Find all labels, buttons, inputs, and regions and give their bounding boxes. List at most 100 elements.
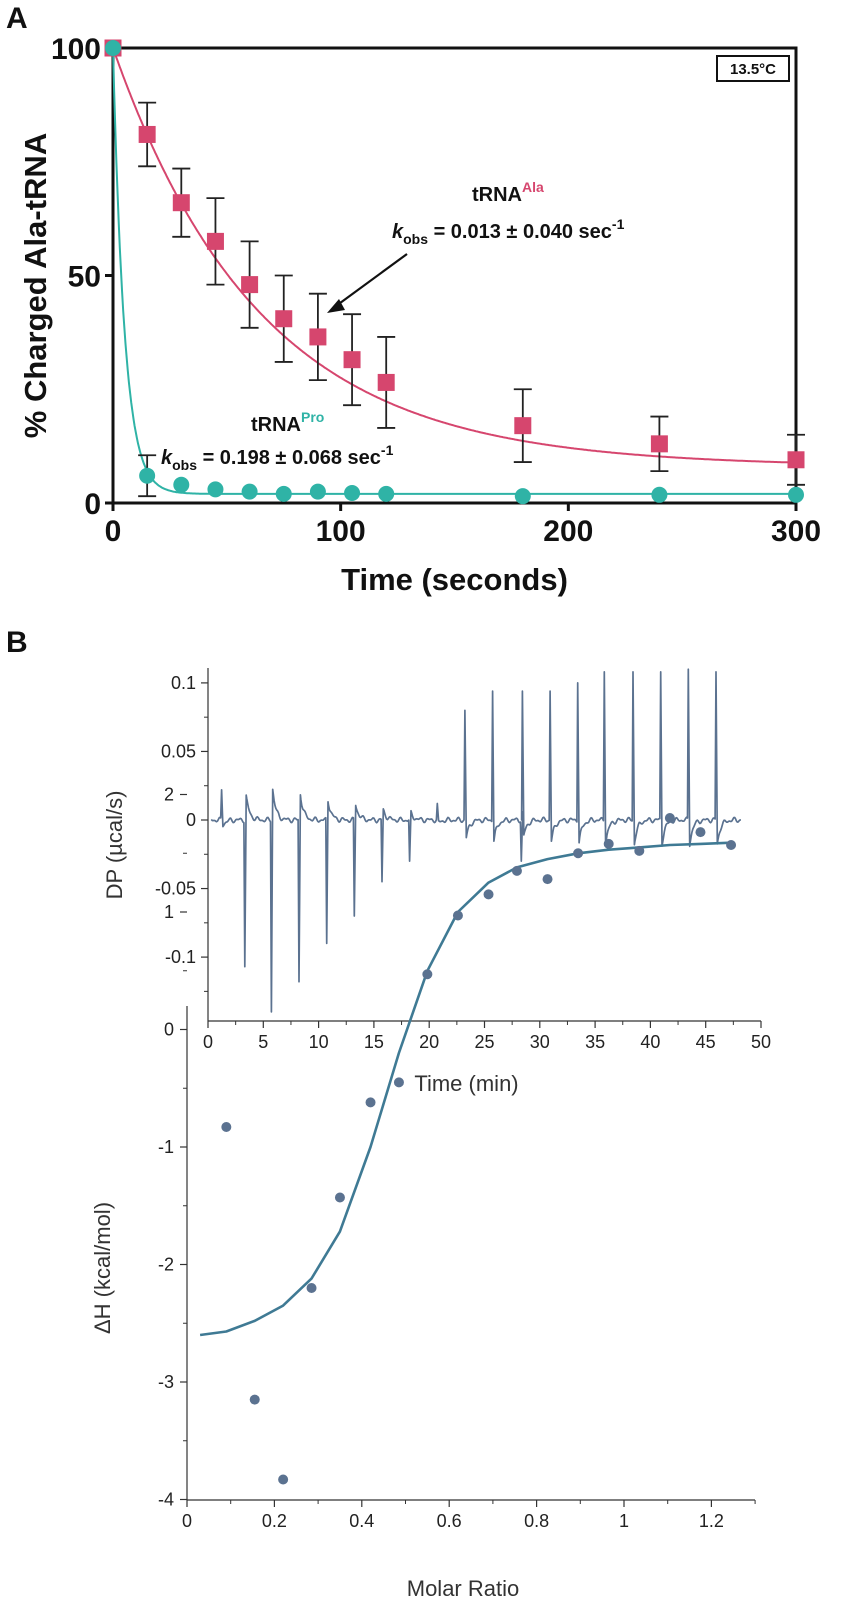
x-tick-label: 100 — [316, 515, 366, 548]
series-2-rate-label: kobs = 0.198 ± 0.068 sec-1 — [161, 442, 394, 473]
data-point — [511, 865, 522, 876]
data-point-series-2 — [241, 483, 258, 500]
data-point-series-1 — [241, 276, 259, 294]
panel-letter-a: A — [6, 2, 28, 35]
data-point-series-1 — [138, 125, 156, 143]
kinetics-chart: 0 100 200 300 0 50 100 Time (seconds) % Charged … — [18, 33, 821, 597]
data-point — [249, 1394, 260, 1405]
y-tick-label: -0.1 — [165, 947, 196, 967]
data-point-series-1 — [377, 373, 395, 391]
data-point-series-2 — [309, 483, 326, 500]
series-name-base: tRNA — [251, 414, 301, 436]
x-tick-label: 20 — [419, 1032, 439, 1052]
x-axis-label: Time (seconds) — [341, 562, 568, 597]
data-point-series-2 — [514, 488, 531, 505]
x-tick-label: 50 — [751, 1032, 771, 1052]
temperature-label: 13.5°C — [730, 61, 776, 78]
rate-symbol: k — [161, 447, 173, 469]
data-point — [278, 1474, 289, 1485]
x-axis-label: Time (min) — [414, 1071, 518, 1096]
data-point-series-1 — [514, 417, 532, 435]
annotation-arrow-line — [335, 253, 408, 307]
y-tick-label: -4 — [158, 1490, 174, 1510]
series-name-superscript: Ala — [522, 179, 544, 195]
data-point — [483, 889, 494, 900]
x-tick-label: 0 — [105, 515, 122, 548]
data-point-series-2 — [651, 486, 668, 503]
data-point — [393, 1077, 404, 1088]
panel-letter-b: B — [6, 626, 28, 659]
series-name-base: tRNA — [472, 184, 522, 206]
rate-symbol: k — [392, 221, 404, 243]
x-tick-label: 35 — [585, 1032, 605, 1052]
series-1-name-label: tRNAAla — [472, 179, 544, 206]
x-tick-label: 0.4 — [349, 1511, 374, 1531]
y-tick-label: 0.1 — [171, 673, 196, 693]
y-tick-label: 1 — [164, 902, 174, 922]
data-point-series-1 — [206, 232, 224, 250]
rate-subscript: obs — [403, 231, 428, 247]
data-point — [695, 827, 706, 838]
data-point — [664, 813, 675, 823]
rate-subscript: obs — [172, 457, 197, 473]
y-tick-label: 0 — [84, 488, 101, 521]
data-point-series-2 — [139, 467, 156, 484]
data-point-series-1 — [787, 451, 805, 469]
x-tick-label: 40 — [640, 1032, 660, 1052]
series-1-rate-label: kobs = 0.013 ± 0.040 sec-1 — [392, 216, 625, 247]
x-tick-label: 15 — [364, 1032, 384, 1052]
temperature-box — [716, 55, 790, 82]
data-point — [452, 910, 463, 921]
thermogram-chart: 0.10.050-0.05-0.10 5 10 15 20 25 30 35 40 45 50Tim… — [102, 668, 771, 1096]
fit-curve-series-2 — [112, 47, 796, 495]
data-point-series-2 — [275, 485, 292, 502]
x-tick-label: 200 — [543, 515, 593, 548]
y-tick-label: 0 — [164, 1020, 174, 1040]
x-tick-label: 5 — [258, 1032, 268, 1052]
y-axis-label: DP (µcal/s) — [102, 791, 127, 900]
data-point-series-2 — [105, 40, 121, 56]
data-point — [334, 1192, 345, 1203]
x-tick-label: 0.8 — [524, 1511, 549, 1531]
rate-value: = 0.013 ± 0.040 sec — [428, 221, 612, 243]
data-point-series-2 — [173, 476, 190, 493]
rate-exponent: -1 — [381, 442, 394, 458]
y-tick-label: -1 — [158, 1137, 174, 1157]
x-tick-label: 300 — [771, 515, 821, 548]
y-tick-label: 50 — [68, 261, 101, 294]
data-point — [221, 1122, 232, 1133]
y-tick-label: -0.05 — [155, 879, 196, 899]
data-point-series-2 — [378, 485, 395, 502]
x-axis-label: Molar Ratio — [407, 1576, 519, 1601]
fit-curve-series-1 — [112, 47, 796, 464]
data-point-series-1 — [275, 310, 293, 328]
data-point-series-1 — [172, 194, 190, 212]
data-point-series-1 — [650, 435, 668, 453]
x-tick-label: 25 — [474, 1032, 494, 1052]
data-point — [634, 845, 645, 856]
data-point-series-1 — [343, 351, 361, 369]
data-point-series-2 — [788, 486, 804, 503]
data-point-series-2 — [344, 484, 361, 501]
y-tick-label: 100 — [51, 33, 101, 66]
x-tick-label: 10 — [309, 1032, 329, 1052]
x-tick-label: 0.2 — [262, 1511, 287, 1531]
data-point — [422, 969, 433, 980]
data-point-series-1 — [309, 328, 327, 346]
series-name-superscript: Pro — [301, 409, 324, 425]
y-tick-label: -3 — [158, 1372, 174, 1392]
y-tick-label: 0.05 — [161, 741, 196, 761]
x-tick-label: 0 — [182, 1511, 192, 1531]
x-tick-label: 45 — [696, 1032, 716, 1052]
x-tick-label: 0.6 — [437, 1511, 462, 1531]
data-point — [573, 848, 584, 859]
data-point — [603, 838, 614, 849]
y-tick-label: 0 — [186, 810, 196, 830]
data-point — [306, 1283, 317, 1293]
rate-value: = 0.198 ± 0.068 sec — [197, 447, 381, 469]
y-tick-label: 2 — [164, 785, 174, 805]
data-point — [726, 840, 737, 851]
y-axis-label: ΔH (kcal/mol) — [90, 1202, 115, 1334]
